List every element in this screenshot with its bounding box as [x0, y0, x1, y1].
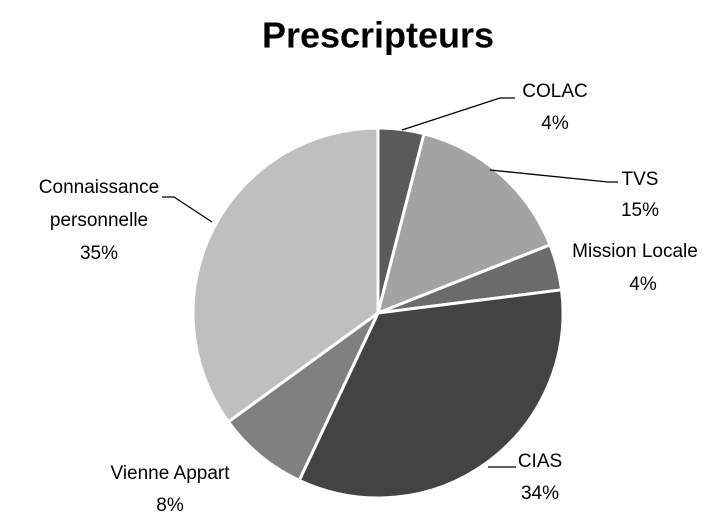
slice-label: Connaissance personnelle: [39, 177, 159, 231]
value-label: 35%: [80, 243, 118, 264]
value-label: 4%: [541, 113, 569, 134]
value-label: 4%: [629, 274, 657, 295]
pie-slice: [191, 126, 380, 424]
leader-line: [489, 169, 618, 183]
leader-line: [401, 97, 515, 131]
leader-line: [162, 196, 213, 223]
value-label: 15%: [621, 200, 659, 221]
chart-title: Prescripteurs: [262, 15, 494, 56]
slice-label: Mission Locale: [572, 241, 698, 262]
pie-slice: [226, 311, 380, 482]
value-label: 34%: [521, 483, 559, 504]
value-label: 8%: [156, 495, 184, 514]
pie-slice: [376, 132, 552, 315]
slice-label: TVS: [622, 169, 659, 190]
slice-label: Vienne Appart: [110, 463, 230, 484]
slice-label: COLAC: [522, 81, 587, 102]
slice-label: CIAS: [518, 451, 562, 472]
